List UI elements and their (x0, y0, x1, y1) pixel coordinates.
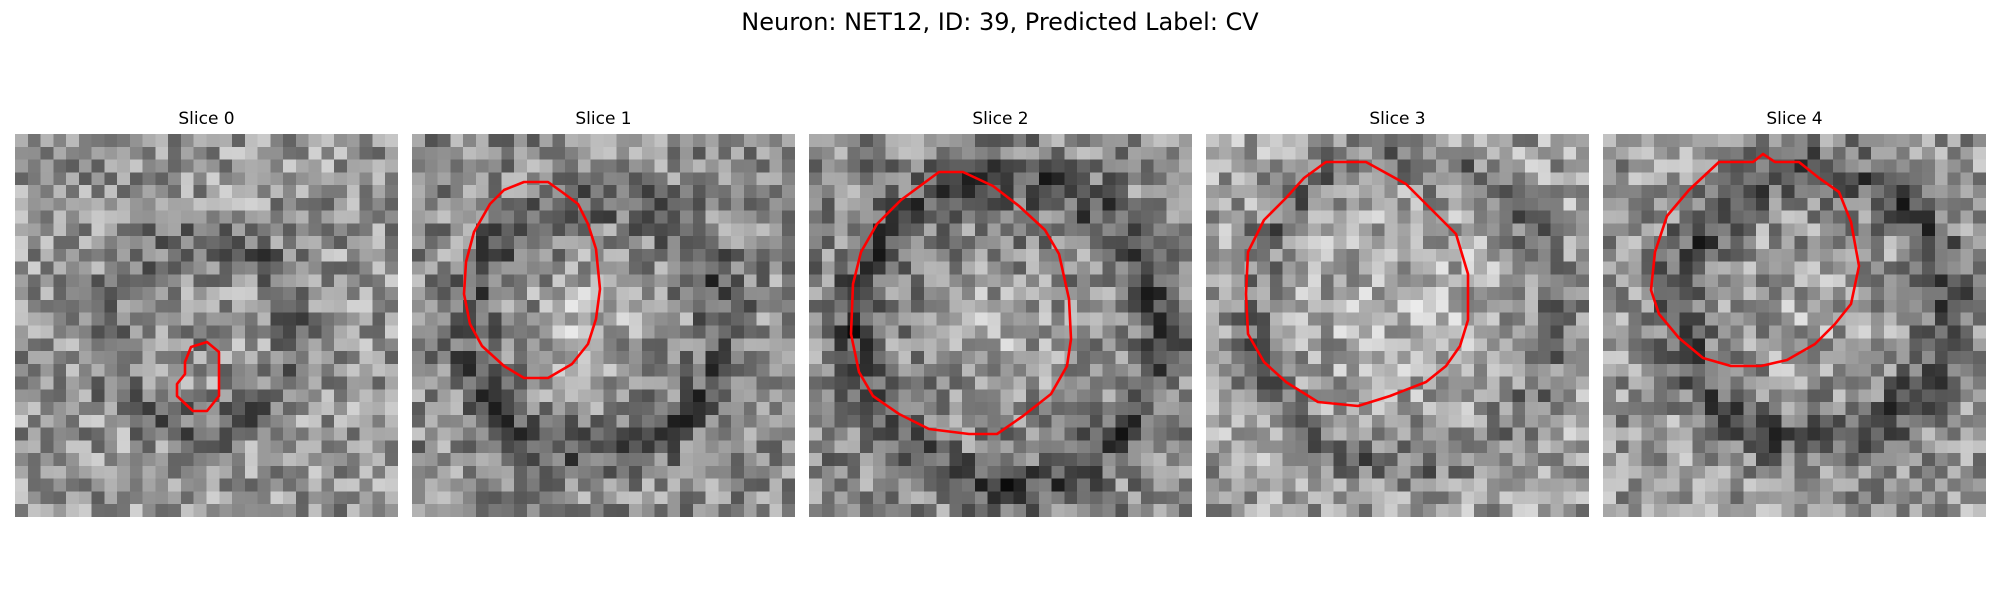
slice-title: Slice 3 (1369, 109, 1426, 129)
image-pixel-grid (1206, 134, 1589, 517)
image-pixel-grid (1603, 134, 1986, 517)
image-pixel-grid (15, 134, 398, 517)
slice-title: Slice 0 (178, 109, 235, 129)
slice-image (809, 134, 1192, 517)
slice-title: Slice 2 (972, 109, 1029, 129)
image-pixel-grid (412, 134, 795, 517)
slice-image (412, 134, 795, 517)
segmentation-contour (175, 340, 221, 413)
image-pixel-grid (809, 134, 1192, 517)
slice-title: Slice 4 (1766, 109, 1823, 129)
figure-title: Neuron: NET12, ID: 39, Predicted Label: … (741, 8, 1259, 36)
segmentation-contour (849, 170, 1073, 436)
slice-title: Slice 1 (575, 109, 632, 129)
slice-image (1206, 134, 1589, 517)
slice-image (1603, 134, 1986, 517)
segmentation-contour (462, 180, 602, 380)
segmentation-contour (1244, 160, 1470, 408)
segmentation-contour (1649, 152, 1861, 368)
slice-image (15, 134, 398, 517)
